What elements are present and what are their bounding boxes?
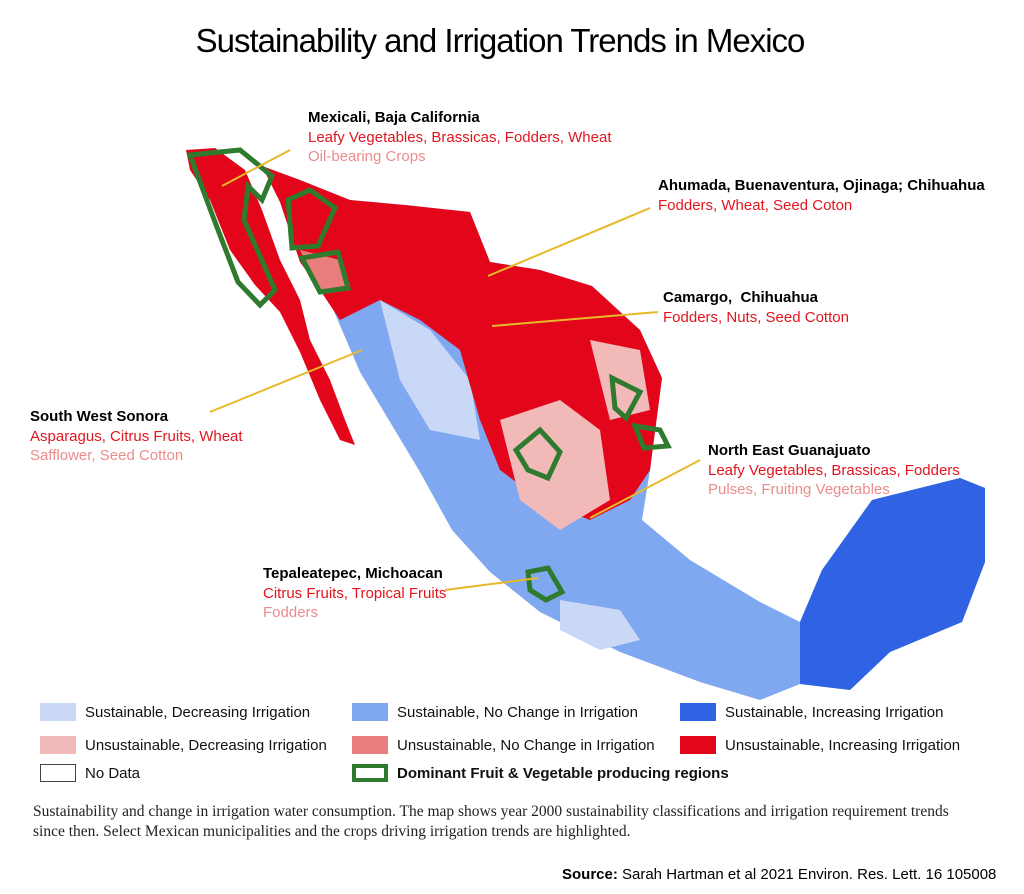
region-label: Tepaleatepec, Michoacan Citrus Fruits, T… bbox=[263, 564, 446, 623]
region-label: Camargo, Chihuahua Fodders, Nuts, Seed C… bbox=[663, 288, 849, 327]
legend-label: Unsustainable, Decreasing Irrigation bbox=[85, 737, 327, 754]
source-label: Source: bbox=[562, 866, 618, 883]
secondary-crops: Fodders bbox=[263, 604, 319, 621]
region-name: South West Sonora bbox=[30, 408, 169, 425]
map-area bbox=[560, 600, 640, 650]
callout-line bbox=[209, 149, 701, 591]
region-outline bbox=[186, 147, 672, 603]
legend-label: Sustainable, Increasing Irrigation bbox=[725, 704, 944, 721]
legend-swatch bbox=[680, 736, 716, 754]
legend-label: Sustainable, Decreasing Irrigation bbox=[85, 704, 311, 721]
primary-crops: Leafy Vegetables, Brassicas, Fodders, Wh… bbox=[308, 128, 612, 146]
secondary-crops: Safflower, Seed Cotton bbox=[30, 447, 184, 464]
primary-crops: Citrus Fruits, Tropical Fruits bbox=[263, 584, 447, 602]
primary-crops: Fodders, Nuts, Seed Cotton bbox=[663, 308, 849, 326]
legend-swatch bbox=[40, 764, 76, 782]
secondary-crops: Oil-bearing Crops bbox=[308, 148, 426, 165]
legend-swatch bbox=[40, 736, 76, 754]
region-label: South West Sonora Asparagus, Citrus Frui… bbox=[30, 407, 243, 466]
source-text: Sarah Hartman et al 2021 Environ. Res. L… bbox=[622, 866, 997, 883]
caption: Sustainability and change in irrigation … bbox=[33, 803, 949, 840]
legend-label: No Data bbox=[85, 765, 141, 782]
region-name: Tepaleatepec, Michoacan bbox=[263, 565, 443, 582]
title: Sustainability and Irrigation Trends in … bbox=[195, 22, 806, 59]
legend-label: Dominant Fruit & Vegetable producing reg… bbox=[397, 765, 729, 782]
region-name: Ahumada, Buenaventura, Ojinaga; Chihuahu… bbox=[658, 177, 985, 194]
primary-crops: Asparagus, Citrus Fruits, Wheat bbox=[30, 427, 243, 445]
region-label: Mexicali, Baja California Leafy Vegetabl… bbox=[308, 108, 612, 167]
region-name: North East Guanajuato bbox=[708, 442, 871, 459]
region-name: Mexicali, Baja California bbox=[308, 109, 480, 126]
region-label: Ahumada, Buenaventura, Ojinaga; Chihuahu… bbox=[658, 176, 985, 215]
map-area bbox=[380, 300, 480, 440]
legend-label: Sustainable, No Change in Irrigation bbox=[397, 704, 638, 721]
legend-swatch bbox=[352, 764, 388, 782]
region-name: Camargo, Chihuahua bbox=[663, 289, 819, 306]
map-area bbox=[300, 250, 350, 290]
region-label: North East Guanajuato Leafy Vegetables, … bbox=[708, 441, 960, 500]
legend-label: Unsustainable, Increasing Irrigation bbox=[725, 737, 961, 754]
legend-swatch bbox=[680, 703, 716, 721]
legend-label: Unsustainable, No Change in Irrigation bbox=[397, 737, 655, 754]
legend-swatch bbox=[40, 703, 76, 721]
primary-crops: Fodders, Wheat, Seed Coton bbox=[658, 196, 853, 214]
secondary-crops: Pulses, Fruiting Vegetables bbox=[708, 481, 890, 498]
primary-crops: Leafy Vegetables, Brassicas, Fodders bbox=[708, 461, 960, 479]
legend-swatch bbox=[352, 736, 388, 754]
legend-swatch bbox=[352, 703, 388, 721]
map-area bbox=[800, 478, 985, 690]
